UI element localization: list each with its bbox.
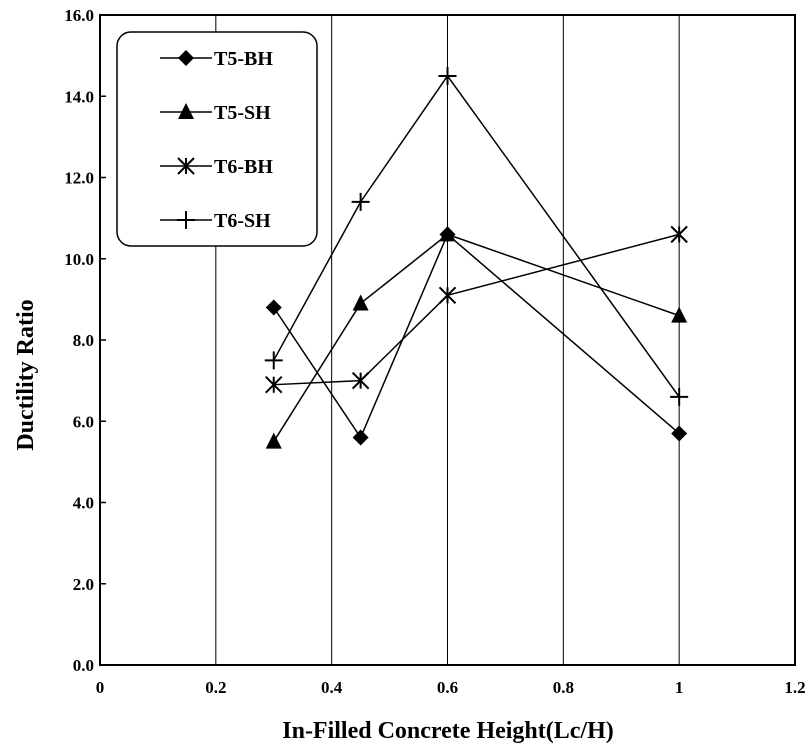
x-tick-label: 0.8: [553, 678, 574, 697]
legend-label: T5-BH: [214, 48, 273, 70]
x-tick-label: 0.2: [205, 678, 226, 697]
legend-item-t6-sh: T6-SH: [160, 210, 271, 232]
legend-marker: [177, 157, 195, 175]
data-point-t6-sh: [438, 66, 457, 85]
legend-box: [116, 31, 318, 247]
series-line-t6-bh: [273, 233, 680, 386]
series-line-t6-sh: [273, 74, 680, 398]
legend-marker: [177, 211, 195, 229]
legend-item-t5-bh: T5-BH: [160, 48, 273, 70]
y-tick-label: 8.0: [73, 331, 94, 350]
legend-marker: [178, 50, 194, 66]
y-tick-label: 4.0: [73, 494, 94, 513]
series-line-t5-bh: [273, 233, 680, 440]
y-tick-label: 2.0: [73, 575, 94, 594]
y-tick-label: 14.0: [64, 87, 94, 106]
y-tick-label: 0.0: [73, 656, 94, 675]
y-tick-label: 10.0: [64, 250, 94, 269]
data-point-t5-bh: [265, 299, 282, 316]
x-tick-label: 0: [96, 678, 105, 697]
y-tick-label: 16.0: [64, 6, 94, 25]
series-line-t5-sh: [273, 233, 680, 442]
x-tick-label: 1: [675, 678, 684, 697]
data-point-t6-bh: [265, 375, 283, 394]
data-point-t5-sh: [439, 225, 456, 242]
data-point-t6-bh: [670, 225, 688, 244]
data-point-t6-sh: [670, 387, 689, 406]
tick-labels: 0 0.2 0.4 0.6 0.8 1 1.2 0.0 2.0 4.0 6.0 8.0 10.0 12.0…: [64, 6, 805, 697]
series-t6-bh: [265, 225, 688, 394]
y-tick-label: 6.0: [73, 412, 94, 431]
data-point-t5-sh: [671, 306, 688, 323]
legend-item-t6-bh: T6-BH: [160, 156, 273, 178]
x-axis-label: In-Filled Concrete Height(Lc/H): [282, 718, 614, 744]
x-tick-label: 1.2: [784, 678, 805, 697]
data-point-t6-bh: [438, 286, 457, 305]
data-point-t5-sh: [352, 294, 369, 311]
data-point-t6-sh: [264, 351, 283, 370]
legend-item-t5-sh: T5-SH: [160, 102, 271, 124]
series-layer: [264, 66, 689, 449]
gridlines: [215, 15, 680, 665]
data-point-t6-sh: [351, 192, 370, 211]
data-point-t5-bh: [352, 429, 369, 446]
legend-label: T6-SH: [214, 210, 271, 232]
legend-label: T6-BH: [214, 156, 273, 178]
axes: [99, 14, 796, 666]
data-point-t6-bh: [351, 371, 370, 390]
data-point-t5-bh: [671, 425, 688, 442]
data-point-t5-sh: [265, 432, 282, 449]
legend: T5-BH T5-SH T6-BH T6-SH: [116, 31, 318, 247]
series-t5-sh: [265, 225, 688, 449]
series-t6-sh: [264, 66, 689, 406]
x-tick-label: 0.4: [321, 678, 343, 697]
y-axis-label: Ductility Ratio: [13, 299, 39, 450]
legend-label: T5-SH: [214, 102, 271, 124]
legend-marker: [178, 103, 194, 119]
x-tick-label: 0.6: [437, 678, 458, 697]
y-tick-label: 12.0: [64, 169, 94, 188]
